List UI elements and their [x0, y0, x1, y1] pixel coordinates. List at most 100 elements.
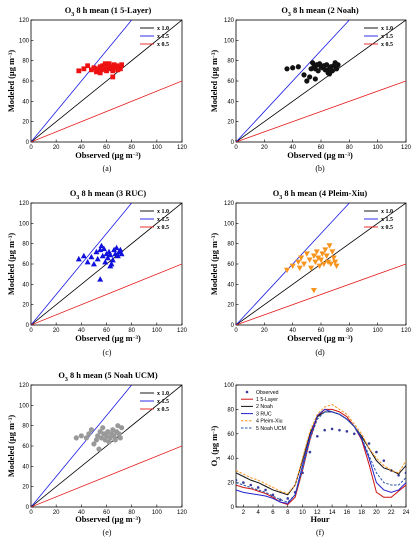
x-tick-label: 100 — [152, 328, 163, 334]
reference-lines — [31, 385, 182, 507]
y-tick-label: 20 — [22, 120, 29, 126]
data-point — [93, 248, 100, 255]
ref-line-0-5 — [236, 263, 406, 325]
data-point — [106, 439, 112, 445]
data-point — [94, 69, 99, 75]
panel-d: 0 20 40 60 80 100 120 0 20 40 60 80 100 120 Observed (… — [210, 189, 412, 357]
legend-label: x 1.0 — [157, 391, 169, 397]
y-axis-label: Modeled (µg m−3) — [7, 50, 16, 113]
data-point — [95, 66, 101, 72]
data-point — [98, 242, 105, 249]
ref-line-1-5 — [31, 20, 132, 142]
legend-swatch — [245, 390, 249, 394]
x-tick-label: 16 — [344, 510, 351, 516]
legend-label: 4 Pleim-Xiu — [256, 419, 283, 425]
data-point — [116, 431, 122, 437]
data-point — [91, 65, 97, 71]
data-point — [335, 62, 341, 68]
x-tick-label: 20 — [261, 328, 268, 334]
legend-label: x 1.5 — [157, 34, 169, 40]
panel-b: 0 20 40 60 80 100 120 0 20 40 60 80 100 120 Observed (… — [210, 6, 412, 173]
x-tick-label: 20 — [373, 510, 380, 516]
chart-title: O3 8 h mean (3 RUC) — [70, 189, 146, 201]
y-axis-label: Modeled (µg m−3) — [210, 50, 219, 113]
x-tick-label: 10 — [299, 510, 306, 516]
data-point — [109, 256, 116, 263]
data-point — [284, 66, 290, 72]
y-tick-label: 80 — [227, 59, 234, 65]
y-tick-label: 80 — [22, 424, 29, 430]
panel-e: 0 20 40 60 80 100 120 0 20 40 60 80 100 120 Observed (… — [7, 371, 188, 537]
legend: x 1.0 x 1.5 x 0.5 — [364, 209, 393, 231]
ref-line-1-5 — [31, 385, 132, 507]
data-point — [313, 249, 320, 255]
legend-label: x 1.0 — [381, 26, 393, 32]
data-point — [119, 425, 125, 431]
data-point — [310, 253, 317, 259]
x-tick-label: 80 — [346, 145, 353, 151]
ref-line-1-0 — [31, 385, 182, 507]
x-tick-label: 120 — [177, 145, 188, 151]
y-tick-label: 40 — [227, 282, 234, 288]
x-tick-label: 24 — [403, 510, 410, 516]
y-tick-label: 100 — [19, 38, 30, 44]
legend-label: x 1.0 — [157, 26, 169, 32]
x-axis-label: Observed (µg m−3) — [75, 334, 141, 343]
data-point — [114, 63, 119, 69]
y-tick-label: 60 — [22, 262, 29, 268]
data-point — [315, 68, 321, 74]
data-point — [114, 252, 121, 259]
data-point — [102, 258, 109, 265]
y-tick-label: 40 — [22, 282, 29, 288]
data-point — [100, 63, 106, 69]
data-point — [97, 64, 103, 70]
y-tick-label: 60 — [22, 79, 29, 85]
reference-lines — [31, 20, 182, 142]
x-tick-label: 0 — [29, 145, 33, 151]
data-point — [322, 247, 329, 253]
data-point — [93, 437, 100, 443]
data-point — [315, 255, 322, 261]
data-point — [101, 66, 107, 72]
y-tick-label: 40 — [22, 99, 29, 105]
legend-label: x 1.0 — [381, 209, 393, 215]
data-point — [242, 481, 245, 484]
ref-line-0-5 — [31, 80, 182, 142]
data-point — [303, 251, 310, 257]
data-point — [110, 74, 116, 80]
data-point — [404, 471, 406, 475]
data-point — [308, 265, 315, 272]
series-line — [236, 411, 406, 503]
plot-frame — [235, 384, 407, 508]
legend-label: x 0.5 — [157, 225, 169, 231]
data-point — [309, 60, 316, 66]
data-point — [312, 76, 318, 82]
data-point — [324, 62, 330, 68]
x-tick-label: 40 — [78, 328, 85, 334]
data-point — [338, 428, 341, 432]
data-point — [75, 255, 82, 262]
data-point — [319, 251, 326, 257]
x-axis-label: Observed (µg m−3) — [75, 515, 141, 524]
data-point — [271, 493, 275, 497]
data-point — [332, 259, 339, 265]
data-point — [284, 267, 290, 274]
legend-label: x 1.5 — [381, 217, 393, 223]
ref-line-0-5 — [236, 80, 406, 142]
y-tick-label: 60 — [22, 444, 29, 450]
data-point — [100, 425, 106, 431]
y-tick-label: 120 — [19, 18, 30, 24]
y-tick-label: 0 — [231, 323, 235, 329]
y-tick-label: 100 — [224, 383, 235, 389]
data-point — [286, 497, 290, 500]
y-tick-label: 0 — [26, 323, 30, 329]
data-point — [97, 276, 104, 282]
data-point — [112, 437, 118, 443]
legend: x 1.0 x 1.5 x 0.5 — [140, 391, 169, 413]
data-point — [345, 430, 349, 433]
data-point — [117, 435, 123, 441]
data-point — [352, 432, 356, 436]
x-tick-label: 80 — [346, 328, 353, 334]
